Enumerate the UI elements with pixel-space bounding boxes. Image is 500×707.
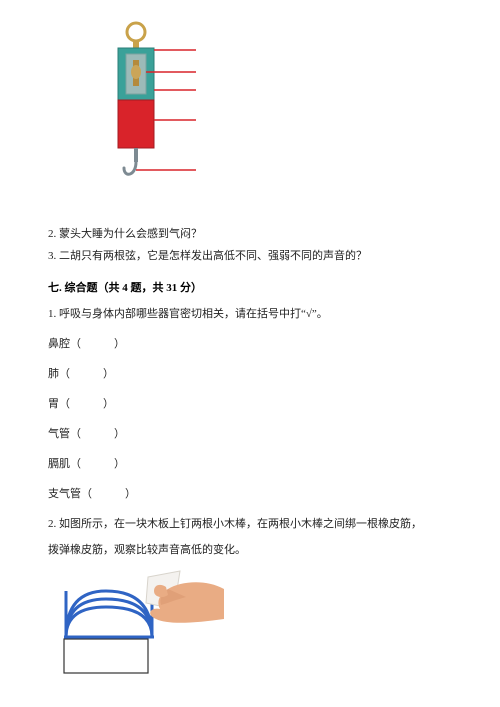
ring-icon <box>127 23 145 41</box>
section-7-title: 七. 综合题（共 4 题，共 31 分） <box>48 279 452 295</box>
q7-1-intro: 1. 呼吸与身体内部哪些器官密切相关，请在括号中打“√”。 <box>48 305 452 321</box>
organ-item: 膈肌（ ） <box>48 455 452 471</box>
question-3: 3. 二胡只有两根弦，它是怎样发出高低不同、强弱不同的声音的？ <box>48 247 452 267</box>
hook-icon <box>124 162 136 174</box>
spring-scale-diagram <box>78 20 452 195</box>
rubber-band-diagram <box>56 569 452 684</box>
organ-item: 鼻腔（ ） <box>48 335 452 351</box>
q7-2-line1: 2. 如图所示，在一块木板上钉两根小木棒，在两根小木棒之间绑一根橡皮筋， <box>48 515 452 531</box>
organ-item: 肺（ ） <box>48 365 452 381</box>
question-2: 2. 蒙头大睡为什么会感到气闷？ <box>48 225 452 245</box>
organ-item: 气管（ ） <box>48 425 452 441</box>
organ-item: 胃（ ） <box>48 395 452 411</box>
hand-icon <box>150 582 224 623</box>
organ-item: 支气管（ ） <box>48 485 452 501</box>
q7-2-line2: 拨弹橡皮筋，观察比较声音高低的变化。 <box>48 541 452 557</box>
